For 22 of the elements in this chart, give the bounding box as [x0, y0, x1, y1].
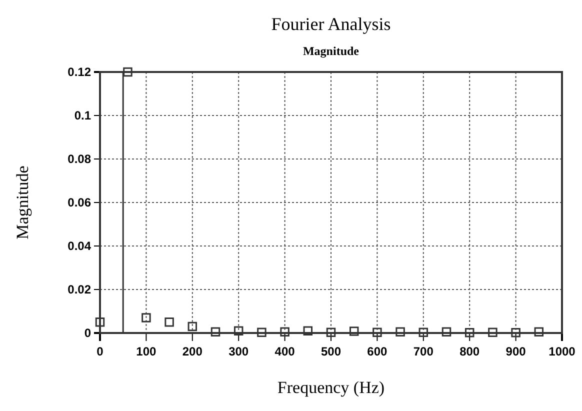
chart-subtitle: Magnitude — [302, 44, 360, 58]
y-tick-label: 0.06 — [68, 195, 92, 210]
x-tick-label: 0 — [96, 344, 104, 359]
y-tick-label: 0.08 — [68, 152, 92, 166]
y-tick-label: 0.02 — [68, 282, 92, 296]
x-tick-label: 100 — [136, 344, 157, 359]
x-tick-label: 900 — [506, 344, 526, 359]
y-tick-label: 0.12 — [68, 64, 92, 79]
y-tick-label: 0.1 — [74, 108, 92, 122]
x-tick-label: 200 — [182, 344, 203, 359]
x-tick-label: 500 — [320, 344, 342, 359]
x-tick-label: 300 — [228, 344, 249, 359]
x-tick-label: 800 — [460, 344, 480, 359]
y-tick-label: 0 — [84, 326, 92, 340]
y-tick-label: 0.04 — [68, 238, 92, 253]
x-tick-label: 600 — [367, 344, 388, 359]
x-axis-title: Frequency (Hz) — [277, 378, 385, 397]
y-axis-title: Magnitude — [13, 166, 32, 240]
x-tick-label: 700 — [413, 344, 434, 359]
x-tick-label: 400 — [274, 344, 296, 359]
x-tick-label: 1000 — [548, 344, 576, 359]
chart-title: Fourier Analysis — [271, 14, 391, 34]
